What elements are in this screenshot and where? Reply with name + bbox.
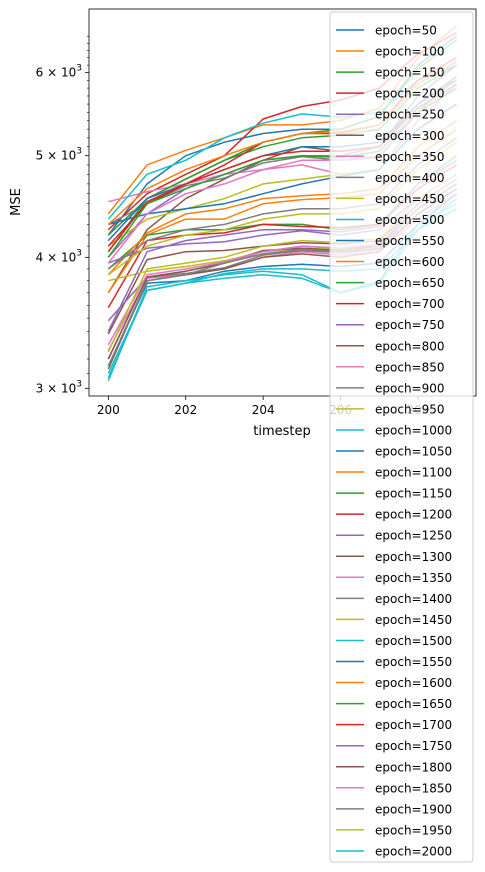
legend-entry: epoch=1750 — [336, 739, 452, 753]
x-axis-label: timestep — [253, 424, 311, 439]
legend-label: epoch=1550 — [375, 655, 452, 669]
legend-entry: epoch=750 — [336, 318, 445, 332]
legend-entry: epoch=450 — [336, 192, 445, 206]
legend-label: epoch=250 — [375, 108, 445, 122]
legend-label: epoch=1850 — [375, 781, 452, 795]
legend-label: epoch=950 — [375, 402, 445, 416]
legend-entry: epoch=350 — [336, 150, 445, 164]
legend-entry: epoch=900 — [336, 381, 445, 395]
legend-label: epoch=500 — [375, 213, 445, 227]
legend-entry: epoch=1300 — [336, 550, 452, 564]
legend-box — [329, 11, 474, 863]
legend-label: epoch=2000 — [375, 844, 452, 858]
legend-entry: epoch=1650 — [336, 697, 452, 711]
plot-area-frame — [88, 8, 477, 397]
legend-entry: epoch=1450 — [336, 613, 452, 627]
legend-entry: epoch=1500 — [336, 634, 452, 648]
legend-label: epoch=1400 — [375, 592, 452, 606]
legend-entry: epoch=650 — [336, 276, 445, 290]
legend-entry: epoch=1200 — [336, 508, 452, 522]
legend-entry: epoch=800 — [336, 339, 445, 353]
y-tick-label: 6 × 103 — [36, 64, 82, 80]
legend-label: epoch=1300 — [375, 550, 452, 564]
legend-entry: epoch=1700 — [336, 718, 452, 732]
y-tick-label: 4 × 103 — [36, 248, 82, 264]
legend-label: epoch=400 — [375, 171, 445, 185]
legend-label: epoch=800 — [375, 339, 445, 353]
legend-label: epoch=50 — [375, 24, 437, 38]
legend-label: epoch=550 — [375, 234, 445, 248]
legend-entry: epoch=1550 — [336, 655, 452, 669]
legend-entry: epoch=1900 — [336, 802, 452, 816]
legend-label: epoch=200 — [375, 87, 445, 101]
legend-label: epoch=850 — [375, 360, 445, 374]
legend-label: epoch=350 — [375, 150, 445, 164]
legend: epoch=50 epoch=100 epoch=150 epoch=200 epoch… — [329, 11, 474, 863]
legend-label: epoch=1100 — [375, 466, 452, 480]
legend-entry: epoch=850 — [336, 360, 445, 374]
legend-label: epoch=1900 — [375, 802, 452, 816]
legend-entry: epoch=50 — [336, 24, 437, 38]
legend-label: epoch=1700 — [375, 718, 452, 732]
legend-label: epoch=1600 — [375, 676, 452, 690]
x-tick-label: 200 — [97, 403, 120, 417]
legend-entry: epoch=250 — [336, 108, 445, 122]
legend-entry: epoch=2000 — [336, 844, 452, 858]
legend-label: epoch=650 — [375, 276, 445, 290]
legend-label: epoch=100 — [375, 45, 445, 59]
legend-entry: epoch=1950 — [336, 823, 452, 837]
legend-entry: epoch=500 — [336, 213, 445, 227]
legend-label: epoch=1800 — [375, 760, 452, 774]
legend-entry: epoch=300 — [336, 129, 445, 143]
y-axis-label: MSE — [9, 188, 24, 216]
legend-label: epoch=450 — [375, 192, 445, 206]
x-tick-label: 204 — [252, 403, 275, 417]
legend-label: epoch=150 — [375, 66, 445, 80]
y-tick-label: 3 × 103 — [36, 379, 82, 395]
legend-label: epoch=1150 — [375, 487, 452, 501]
legend-label: epoch=900 — [375, 381, 445, 395]
y-axis: 3 × 103 4 × 103 5 × 103 6 × 103 — [36, 64, 89, 395]
legend-label: epoch=600 — [375, 255, 445, 269]
legend-entry: epoch=150 — [336, 66, 445, 80]
legend-label: epoch=1500 — [375, 634, 452, 648]
legend-entry: epoch=1600 — [336, 676, 452, 690]
legend-entry: epoch=700 — [336, 297, 445, 311]
legend-label: epoch=750 — [375, 318, 445, 332]
legend-entry: epoch=1250 — [336, 529, 452, 543]
legend-entry: epoch=600 — [336, 255, 445, 269]
legend-entry: epoch=550 — [336, 234, 445, 248]
legend-entry: epoch=1150 — [336, 487, 452, 501]
legend-entry: epoch=1050 — [336, 445, 452, 459]
legend-label: epoch=1950 — [375, 823, 452, 837]
x-tick-label: 202 — [174, 403, 197, 417]
legend-label: epoch=1250 — [375, 529, 452, 543]
legend-entry: epoch=400 — [336, 171, 445, 185]
legend-label: epoch=1450 — [375, 613, 452, 627]
legend-entry: epoch=100 — [336, 45, 445, 59]
legend-label: epoch=1050 — [375, 445, 452, 459]
legend-label: epoch=300 — [375, 129, 445, 143]
legend-entry: epoch=1100 — [336, 466, 452, 480]
legend-label: epoch=700 — [375, 297, 445, 311]
legend-label: epoch=1650 — [375, 697, 452, 711]
legend-entry: epoch=950 — [336, 402, 445, 416]
legend-entry: epoch=1800 — [336, 760, 452, 774]
legend-label: epoch=1000 — [375, 423, 452, 437]
legend-label: epoch=1200 — [375, 508, 452, 522]
legend-entry: epoch=200 — [336, 87, 445, 101]
y-tick-label: 5 × 103 — [36, 147, 82, 163]
legend-entry: epoch=1350 — [336, 571, 452, 585]
legend-entry: epoch=1400 — [336, 592, 452, 606]
legend-label: epoch=1350 — [375, 571, 452, 585]
legend-label: epoch=1750 — [375, 739, 452, 753]
legend-entry: epoch=1000 — [336, 423, 452, 437]
legend-entry: epoch=1850 — [336, 781, 452, 795]
